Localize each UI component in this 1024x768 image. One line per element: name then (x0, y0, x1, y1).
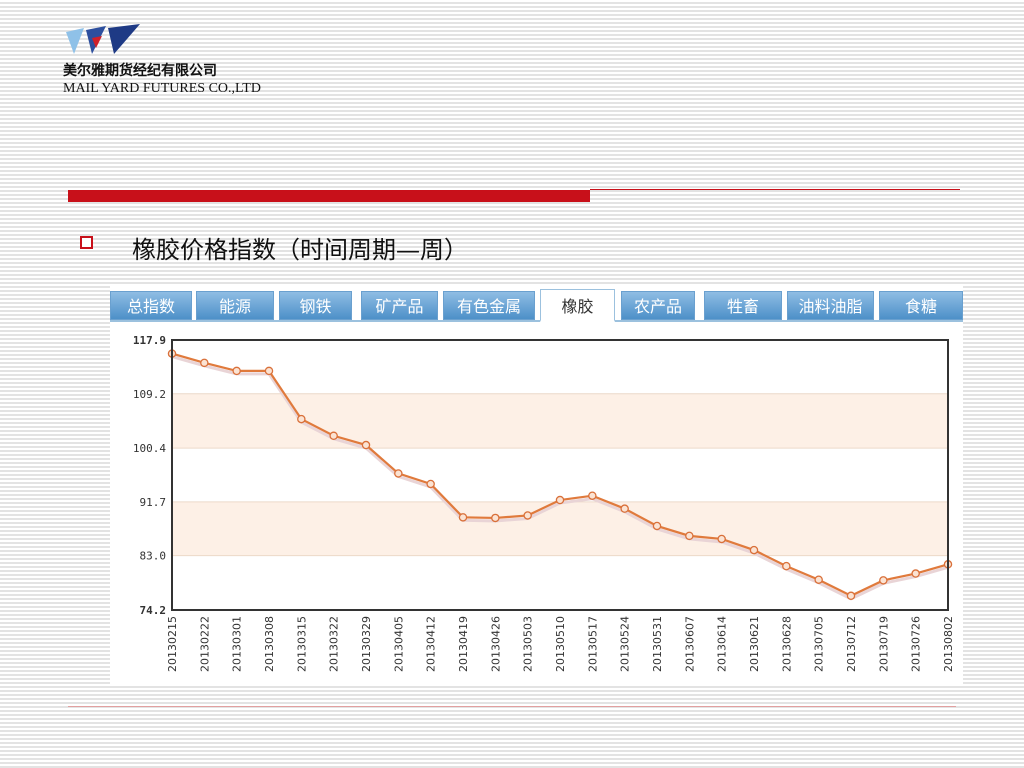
data-point (394, 469, 403, 478)
header-red-line (590, 189, 960, 190)
data-point (685, 531, 694, 541)
x-tick-label: 20130426 (489, 616, 502, 672)
data-point (232, 366, 241, 376)
y-tick-label: 74.2 (140, 604, 167, 617)
x-tick-label: 20130614 (716, 616, 729, 672)
data-point (846, 591, 856, 601)
plot-background (172, 340, 948, 610)
x-tick-label: 20130301 (231, 616, 244, 672)
data-point (458, 513, 468, 522)
header-red-bar (68, 190, 590, 202)
tab-1[interactable]: 能源 (196, 291, 274, 320)
company-name-cn: 美尔雅期货经纪有限公司 (63, 63, 217, 79)
y-tick-label: 117.9 (133, 334, 166, 347)
category-tab-bar: 总指数 能源 钢铁 矿产品 有色金属 橡胶 农产品 牲畜 油料油脂 食糖 (110, 289, 963, 322)
plot-frame (171, 339, 949, 611)
data-point (523, 511, 532, 520)
x-tick-label: 20130315 (295, 616, 308, 672)
y-tick-label: 100.4 (133, 442, 166, 455)
x-tick-label: 20130726 (910, 616, 923, 672)
y-tick-label: 91.7 (140, 496, 167, 509)
data-point (555, 495, 565, 505)
tab-2[interactable]: 钢铁 (279, 291, 352, 320)
data-point (361, 440, 371, 450)
tab-9[interactable]: 食糖 (879, 291, 963, 320)
x-tick-label: 20130628 (780, 616, 793, 672)
plot-band (172, 501, 948, 556)
data-point (426, 479, 435, 489)
data-point (329, 431, 338, 441)
data-point (717, 534, 726, 544)
tab-3[interactable]: 矿产品 (361, 291, 438, 320)
company-name-en: MAIL YARD FUTURES CO.,LTD (63, 81, 261, 96)
footer-line (68, 706, 956, 707)
y-tick-label: 109.2 (133, 388, 166, 401)
bullet-square-icon (80, 236, 93, 249)
data-point (911, 569, 920, 578)
data-point (588, 491, 597, 500)
x-tick-label: 20130510 (554, 616, 567, 672)
x-tick-label: 20130215 (166, 616, 179, 672)
x-tick-label: 20130531 (651, 616, 664, 672)
x-tick-label: 20130329 (360, 616, 373, 672)
data-point (620, 504, 629, 513)
tab-0[interactable]: 总指数 (110, 291, 192, 320)
x-tick-label: 20130712 (845, 616, 858, 672)
tab-5[interactable]: 橡胶 (540, 289, 615, 322)
x-tick-label: 20130222 (198, 616, 211, 672)
x-tick-label: 20130524 (619, 616, 632, 672)
tab-4[interactable]: 有色金属 (443, 291, 535, 320)
tab-8[interactable]: 油料油脂 (787, 291, 874, 320)
data-point (782, 561, 791, 571)
x-tick-label: 20130322 (328, 616, 341, 672)
x-tick-label: 20130705 (813, 616, 826, 672)
data-point (200, 358, 209, 368)
x-tick-label: 20130503 (522, 616, 535, 672)
chart-panel: 总指数 能源 钢铁 矿产品 有色金属 橡胶 农产品 牲畜 油料油脂 食糖 74.2 83.0 91.7… (110, 284, 963, 686)
x-tick-label: 20130412 (425, 616, 438, 672)
x-tick-label: 20130607 (683, 616, 696, 672)
tab-6[interactable]: 农产品 (621, 291, 695, 320)
x-tick-label: 20130621 (748, 616, 761, 672)
y-tick-label: 83.0 (140, 550, 167, 563)
x-tick-label: 20130419 (457, 616, 470, 672)
data-point (652, 521, 662, 531)
data-point (879, 576, 888, 585)
tab-7[interactable]: 牲畜 (704, 291, 782, 320)
company-logo (66, 24, 140, 54)
slide-heading: 橡胶价格指数（时间周期—周） (132, 236, 468, 264)
data-point (814, 575, 823, 584)
x-tick-label: 20130405 (392, 616, 405, 672)
x-tick-label: 20130308 (263, 616, 276, 672)
rubber-index-line-chart: 74.2 83.0 91.7 100.4 109.2 117.9 20130215 20130… (133, 334, 955, 672)
data-point (491, 513, 500, 523)
data-point (749, 545, 759, 555)
x-tick-label: 20130802 (942, 616, 955, 672)
data-point (297, 414, 306, 424)
data-point (264, 366, 274, 376)
x-tick-label: 20130517 (586, 616, 599, 672)
x-tick-label: 20130719 (877, 616, 890, 672)
